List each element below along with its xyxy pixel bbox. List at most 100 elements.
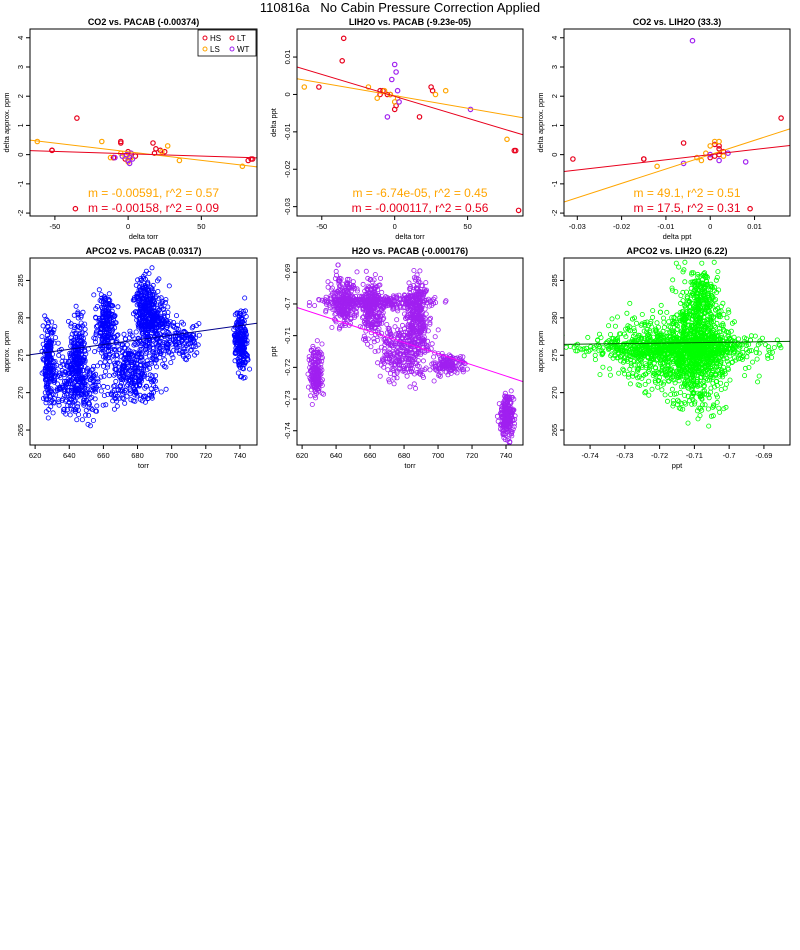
data-point [597, 372, 603, 378]
data-point [383, 340, 389, 346]
data-point [610, 344, 616, 350]
data-point [81, 357, 87, 363]
data-point [157, 303, 163, 309]
data-point [106, 302, 112, 308]
data-point [150, 313, 156, 319]
data-point [506, 443, 512, 445]
data-point [661, 379, 667, 385]
data-point [236, 341, 242, 347]
data-point [365, 286, 371, 292]
data-point [754, 346, 760, 352]
data-point [771, 345, 777, 351]
data-point [641, 328, 647, 334]
data-point [72, 334, 78, 340]
data-point [133, 329, 139, 335]
data-point [142, 347, 148, 353]
data-point [374, 95, 381, 102]
data-point [136, 320, 142, 326]
data-point [79, 330, 85, 336]
data-point [151, 383, 157, 389]
data-point [429, 361, 435, 367]
data-point [661, 315, 667, 321]
data-point [122, 336, 128, 342]
data-point [510, 426, 516, 432]
data-point [707, 143, 714, 149]
data-point [420, 292, 426, 298]
data-point [435, 327, 441, 333]
data-point [317, 352, 323, 358]
data-point [153, 146, 159, 152]
data-point [361, 336, 367, 342]
fit-line [564, 128, 790, 203]
data-point [67, 381, 73, 387]
chart-panel-4: APCO2 vs. PACAB (0.0317)620 640 660 680 700 7… [2, 246, 258, 470]
data-point [380, 316, 386, 322]
data-point [135, 364, 141, 370]
data-point [143, 318, 149, 324]
data-point [382, 352, 388, 358]
data-point [171, 319, 177, 325]
data-point [164, 143, 171, 149]
data-point [154, 364, 160, 370]
data-point [417, 268, 423, 274]
data-point [415, 358, 421, 364]
data-point [77, 325, 83, 331]
data-point [420, 319, 426, 325]
x-tick-label: -0.03 [569, 222, 586, 231]
data-point [72, 389, 78, 395]
fit-line [30, 139, 257, 168]
data-point [328, 293, 334, 299]
data-point [142, 399, 148, 405]
data-point [377, 373, 383, 379]
data-point [143, 311, 149, 317]
data-point [74, 417, 80, 423]
data-point [53, 371, 59, 377]
data-point [404, 373, 410, 379]
data-point [394, 302, 400, 308]
data-point [337, 287, 343, 293]
data-point [128, 150, 134, 157]
data-point [107, 328, 113, 334]
data-point [447, 362, 453, 368]
data-point [341, 292, 347, 298]
x-tick-label: 700 [432, 451, 445, 460]
data-point [389, 361, 395, 367]
data-point [121, 362, 127, 368]
data-point [400, 295, 406, 301]
data-point [765, 353, 771, 359]
data-point [363, 268, 369, 274]
data-point [716, 157, 722, 164]
data-point [75, 368, 81, 374]
data-point [140, 328, 146, 334]
data-point [130, 311, 136, 317]
data-point [72, 370, 78, 376]
data-point [407, 304, 413, 310]
data-point [72, 409, 78, 415]
data-point [156, 296, 162, 302]
data-point [142, 284, 148, 290]
data-point [104, 324, 110, 330]
data-point [52, 364, 58, 370]
data-point [187, 347, 193, 353]
data-point [716, 146, 722, 152]
data-point [500, 432, 506, 438]
data-point [312, 361, 318, 367]
data-point [46, 350, 52, 356]
data-point [40, 323, 46, 329]
data-point [167, 337, 173, 343]
data-point [407, 346, 413, 352]
data-point [324, 298, 330, 304]
data-point [354, 288, 360, 294]
data-point [111, 383, 117, 389]
data-point [411, 354, 417, 360]
data-point [93, 339, 99, 345]
data-point [46, 320, 52, 326]
data-point [405, 348, 411, 354]
x-tick-label: 680 [131, 451, 144, 460]
plot-frame [29, 28, 258, 217]
data-point [394, 375, 400, 381]
data-point [132, 374, 138, 380]
data-point [413, 294, 419, 300]
data-point [56, 402, 62, 408]
data-point [391, 61, 398, 68]
